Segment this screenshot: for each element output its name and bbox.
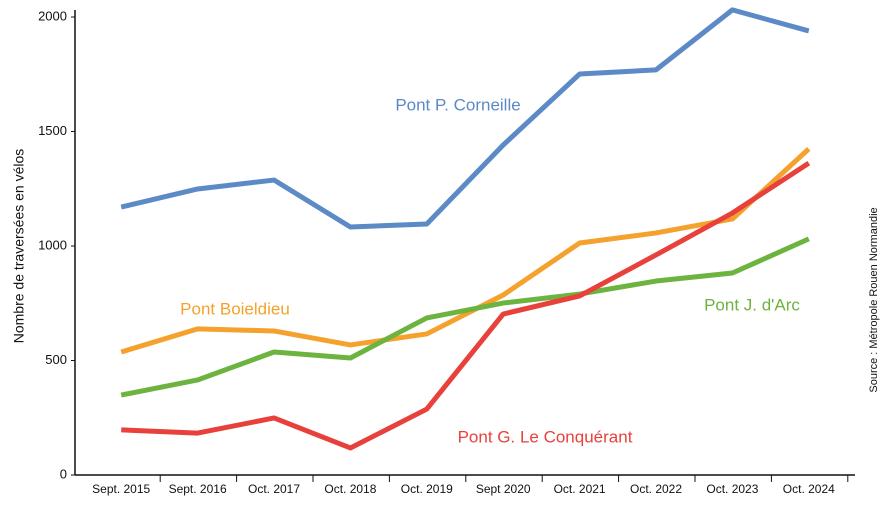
x-tick-label: Oct. 2018 [324,482,376,496]
x-tick-label: Sept. 2015 [92,482,150,496]
x-tick-label: Oct. 2024 [783,482,835,496]
series-line [120,147,811,355]
y-tick-label: 2000 [38,8,67,23]
series-line [120,236,810,398]
y-tick-label: 500 [45,352,67,367]
x-tick-label: Sept 2020 [476,482,531,496]
series-label: Pont J. d'Arc [704,295,800,314]
y-tick-label: 1000 [38,237,67,252]
series-label: Pont P. Corneille [395,95,520,114]
y-tick-label: 0 [60,466,67,481]
x-tick-label: Oct. 2023 [706,482,758,496]
x-tick-label: Oct. 2017 [248,482,300,496]
source-note: Source : Métropole Rouen Normandie [868,207,880,392]
x-tick-label: Oct. 2019 [401,482,453,496]
series-line [120,7,810,230]
x-tick-label: Sept. 2016 [169,482,227,496]
series-label: Pont G. Le Conquérant [458,427,633,446]
y-axis-label: Nombre de traversées en vélos [11,149,27,344]
series-label: Pont Boieldieu [180,299,290,318]
y-tick-label: 1500 [38,123,67,138]
x-tick-label: Oct. 2021 [554,482,606,496]
x-tick-label: Oct. 2022 [630,482,682,496]
series-line [121,161,811,451]
